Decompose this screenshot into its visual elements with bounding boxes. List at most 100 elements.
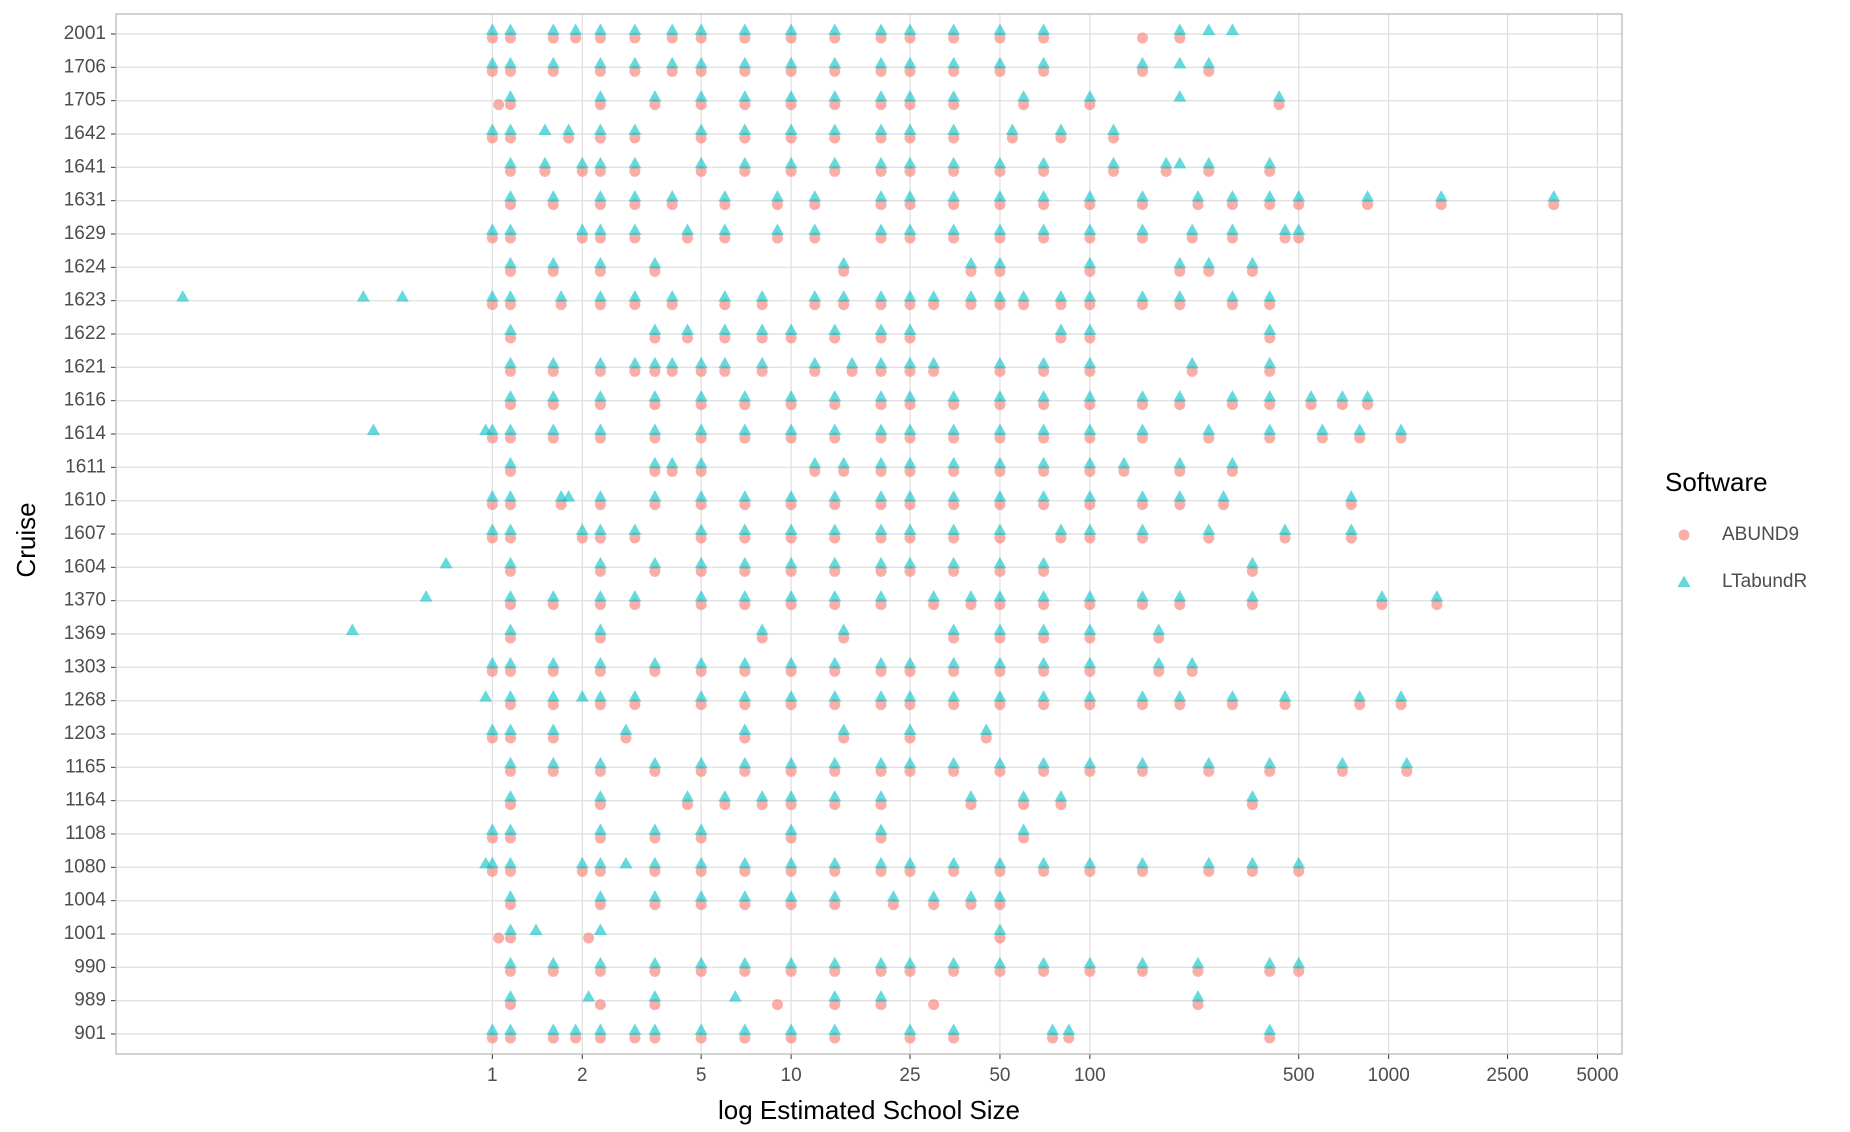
point [503, 256, 517, 269]
point [681, 790, 695, 802]
point [739, 499, 751, 511]
point [1136, 299, 1148, 311]
point [649, 365, 661, 377]
point [904, 32, 916, 44]
point [903, 1023, 917, 1035]
point [980, 732, 992, 744]
point [694, 590, 708, 602]
point [1203, 765, 1215, 777]
point [904, 865, 916, 877]
point [176, 290, 190, 302]
point [755, 790, 769, 802]
point [547, 599, 559, 611]
point [904, 65, 916, 77]
point [964, 290, 978, 302]
point [503, 790, 517, 802]
point [845, 356, 859, 369]
y-tick-label: 1622 [64, 323, 106, 344]
point [485, 23, 499, 35]
point [504, 999, 516, 1011]
point [1018, 832, 1030, 844]
point [583, 932, 595, 944]
point [1037, 623, 1051, 635]
point [629, 699, 641, 711]
point [1547, 190, 1561, 202]
point [979, 723, 993, 735]
point [1245, 856, 1259, 869]
point [594, 899, 606, 911]
point [828, 590, 842, 602]
point [503, 356, 517, 369]
x-tick-label: 1 [487, 1065, 498, 1086]
point [994, 565, 1006, 577]
point [738, 23, 752, 35]
point [1135, 190, 1149, 202]
point [903, 56, 917, 69]
point [695, 899, 707, 911]
point [1083, 290, 1097, 302]
point [594, 832, 606, 844]
point [947, 690, 961, 702]
point [838, 299, 850, 311]
point [546, 23, 560, 35]
point [649, 565, 661, 577]
point [504, 599, 516, 611]
point [993, 756, 1007, 769]
point [1264, 1032, 1276, 1044]
point [947, 756, 961, 769]
point [695, 699, 707, 711]
point [739, 399, 751, 411]
point [1225, 223, 1239, 235]
point [439, 556, 453, 569]
point [785, 699, 797, 711]
point [576, 532, 588, 544]
point [875, 299, 887, 311]
point [874, 956, 888, 969]
point [1278, 223, 1292, 235]
point [1174, 599, 1186, 611]
point [785, 665, 797, 677]
point [695, 532, 707, 544]
point [903, 290, 917, 302]
point [694, 356, 708, 369]
point [648, 490, 662, 502]
point [648, 756, 662, 769]
point [1335, 756, 1349, 769]
point [994, 465, 1006, 477]
point [648, 323, 662, 335]
point [1135, 956, 1149, 969]
point [828, 56, 842, 69]
point [739, 565, 751, 577]
point [994, 32, 1006, 44]
point [503, 656, 517, 669]
point [695, 32, 707, 44]
point [504, 665, 516, 677]
point [694, 123, 708, 135]
point [1136, 399, 1148, 411]
point [1038, 165, 1050, 177]
point [828, 23, 842, 35]
point [694, 423, 708, 435]
point [546, 356, 560, 369]
point [649, 965, 661, 977]
point [1153, 632, 1165, 644]
point [694, 1023, 708, 1035]
y-axis-title: Cruise [11, 502, 41, 577]
point [649, 465, 661, 477]
point [1264, 199, 1276, 211]
point [1354, 432, 1366, 444]
point [504, 132, 516, 144]
point [903, 223, 917, 235]
point [785, 32, 797, 44]
point [965, 599, 977, 611]
point [1084, 865, 1096, 877]
point [948, 165, 960, 177]
point [569, 1023, 583, 1035]
point [695, 132, 707, 144]
y-tick-label: 1705 [64, 90, 106, 111]
point [486, 1032, 498, 1044]
point [695, 865, 707, 877]
point [1226, 199, 1238, 211]
point [1203, 265, 1215, 277]
point [927, 356, 941, 369]
